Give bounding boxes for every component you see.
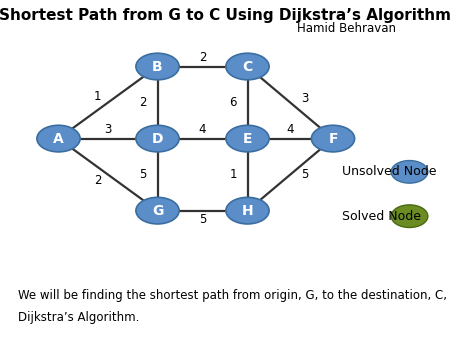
Text: D: D — [152, 131, 163, 146]
Text: H: H — [242, 203, 253, 218]
Text: 3: 3 — [104, 123, 112, 136]
Text: 1: 1 — [230, 168, 237, 181]
Text: 2: 2 — [94, 174, 102, 187]
Text: B: B — [152, 59, 163, 74]
Circle shape — [391, 161, 428, 183]
Text: A: A — [53, 131, 64, 146]
Circle shape — [136, 197, 179, 224]
Text: 4: 4 — [199, 123, 206, 136]
Text: 5: 5 — [199, 213, 206, 226]
Text: We will be finding the shortest path from origin, G, to the destination, C, usin: We will be finding the shortest path fro… — [18, 289, 450, 302]
Text: 3: 3 — [301, 92, 308, 105]
Text: E: E — [243, 131, 252, 146]
Circle shape — [226, 53, 269, 80]
Text: Unsolved Node: Unsolved Node — [342, 165, 436, 178]
Circle shape — [311, 125, 355, 152]
Text: Solved Node: Solved Node — [342, 210, 421, 223]
Text: 5: 5 — [301, 168, 308, 181]
Text: 2: 2 — [140, 96, 147, 109]
Text: 4: 4 — [287, 123, 294, 136]
Text: 1: 1 — [94, 90, 102, 103]
Text: Dijkstra’s Algorithm.: Dijkstra’s Algorithm. — [18, 311, 140, 324]
Text: Hamid Behravan: Hamid Behravan — [297, 22, 396, 35]
Circle shape — [136, 125, 179, 152]
Circle shape — [391, 205, 428, 227]
Text: 5: 5 — [140, 168, 147, 181]
Text: 2: 2 — [199, 51, 206, 64]
Text: F: F — [328, 131, 338, 146]
Text: Shortest Path from G to C Using Dijkstra’s Algorithm: Shortest Path from G to C Using Dijkstra… — [0, 8, 450, 23]
Circle shape — [37, 125, 80, 152]
Text: G: G — [152, 203, 163, 218]
Text: 6: 6 — [230, 96, 237, 109]
Text: C: C — [243, 59, 252, 74]
Circle shape — [226, 125, 269, 152]
Circle shape — [226, 197, 269, 224]
Circle shape — [136, 53, 179, 80]
